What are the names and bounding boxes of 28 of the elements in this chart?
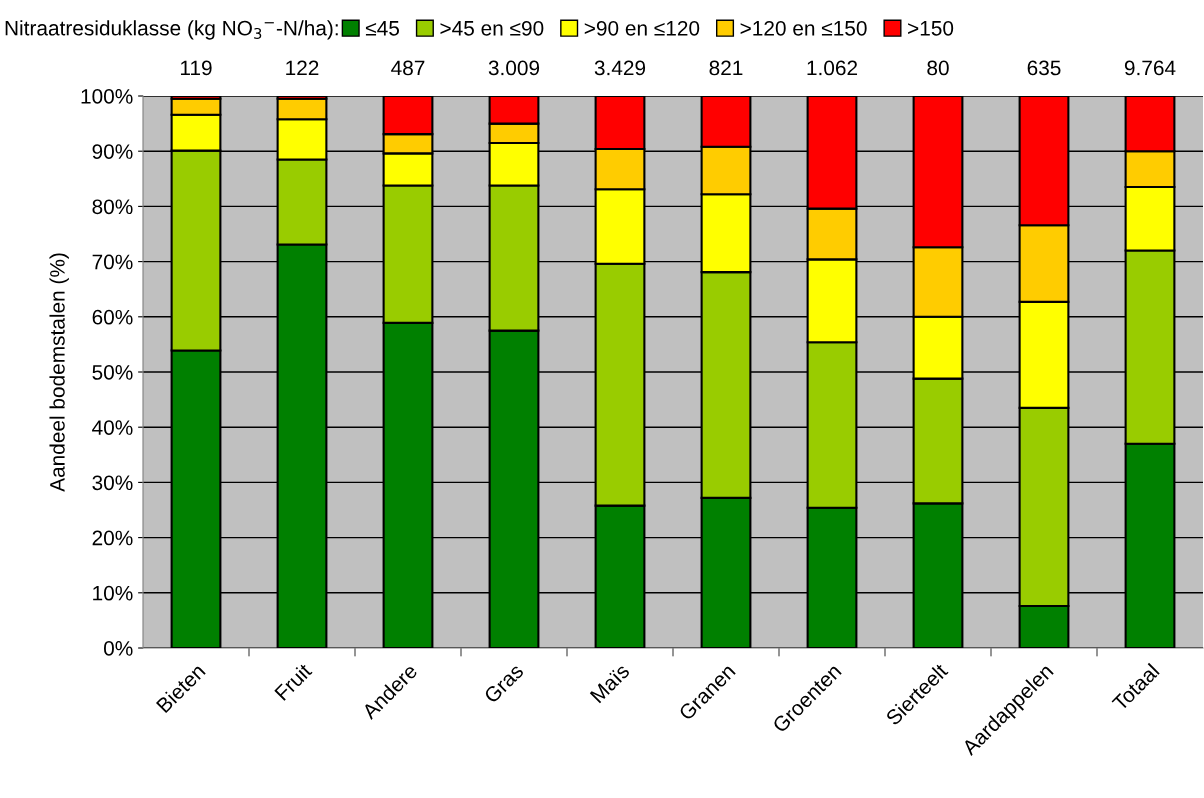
y-tick-label: 10%: [93, 585, 133, 601]
text: 80: [927, 60, 949, 76]
legend-label: ≤45: [365, 21, 400, 36]
y-tick-label: 80%: [92, 199, 133, 215]
y-tick-label: 20%: [92, 530, 133, 546]
text: 122: [286, 60, 319, 76]
text: 119: [180, 60, 212, 76]
legend-label: >120 en ≤150: [740, 20, 867, 36]
legend-title: Nitraatresiduklasse (kg NO$_{3}$$^{−}$-N/ha):: [5, 20, 338, 40]
y-tick-label: 90%: [92, 144, 133, 159]
legend-label: >45 en ≤90: [440, 20, 544, 36]
y-tick-label: 100%: [81, 89, 133, 104]
text: 3.429: [594, 60, 646, 76]
y-axis-title: Aandeel bodemstalen (%): [49, 253, 69, 492]
y-tick-label: 40%: [92, 420, 133, 435]
y-tick-label: 60%: [92, 309, 133, 325]
text: 1.062: [807, 60, 858, 76]
legend-label: >150: [908, 20, 954, 36]
text: 821: [709, 60, 743, 76]
y-tick-label: 50%: [92, 365, 133, 380]
y-tick-label: 70%: [92, 254, 133, 270]
text: 3.009: [488, 60, 540, 76]
y-tick-label: 30%: [92, 475, 133, 491]
text: 487: [391, 60, 425, 76]
y-tick-label: 0%: [103, 641, 133, 656]
text: 9.764: [1124, 60, 1176, 76]
legend-label: >90 en ≤120: [584, 20, 700, 36]
text: 635: [1027, 60, 1061, 76]
